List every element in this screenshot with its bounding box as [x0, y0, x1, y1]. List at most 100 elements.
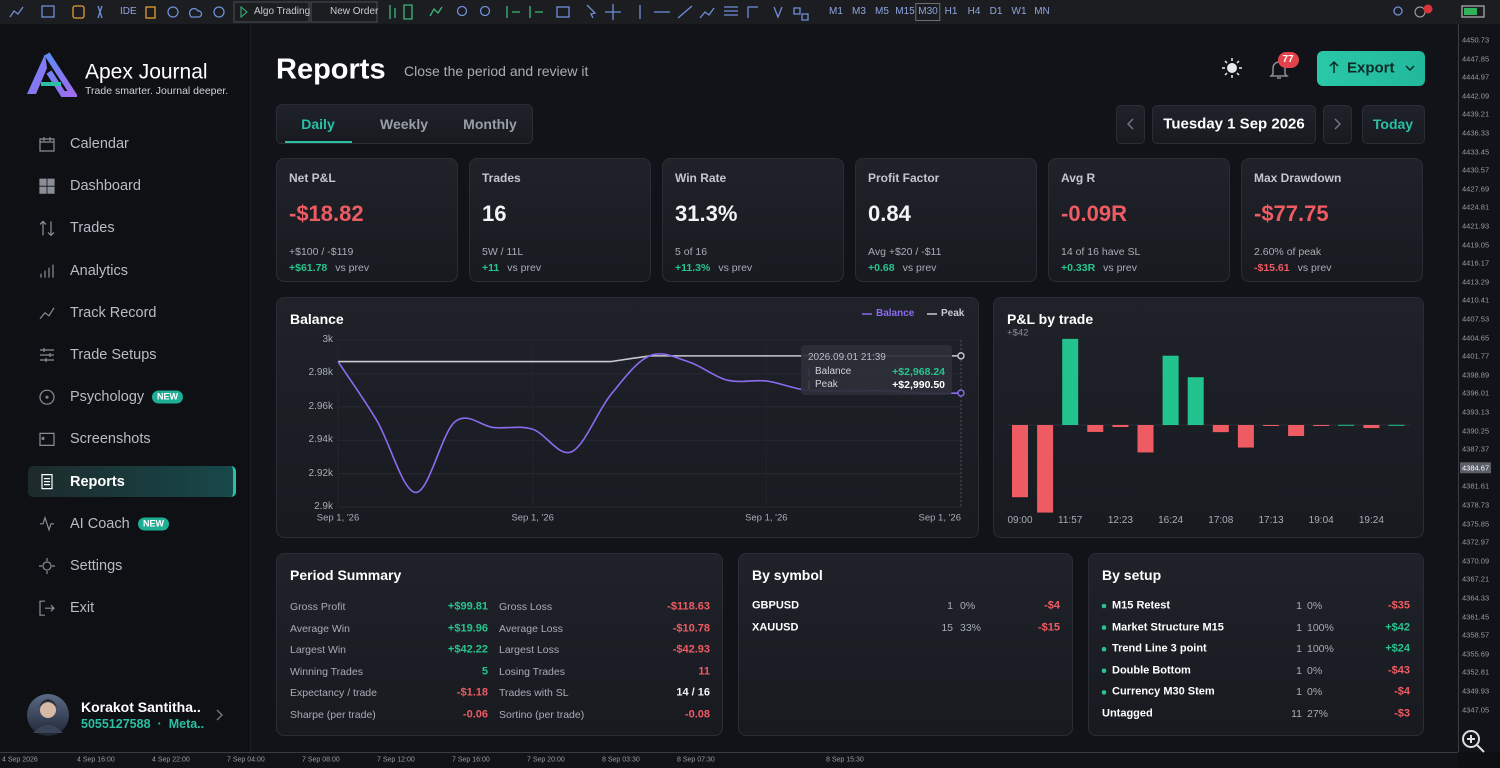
icon-chart-types[interactable]: [389, 4, 443, 20]
nav-item[interactable]: Trades: [70, 220, 115, 237]
x-tick-label: Sep 1, '26: [745, 512, 788, 524]
symbol-pnl: -$4: [1044, 599, 1060, 612]
sun-rays: [1222, 58, 1242, 78]
kpi-label: Profit Factor: [868, 171, 940, 185]
timeframe[interactable]: M3: [852, 6, 866, 17]
time-label: 7 Sep 16:00: [452, 756, 490, 764]
icon-money[interactable]: [72, 5, 85, 19]
algo-trading[interactable]: Algo Trading: [254, 6, 311, 17]
nav-item[interactable]: Exit: [70, 599, 95, 616]
x-tick-label: Sep 1, '26: [316, 512, 360, 524]
price-label: 4361.45: [1462, 611, 1490, 621]
icon-template[interactable]: [41, 5, 55, 18]
kpi-compare: vs prev: [335, 261, 370, 274]
date-box[interactable]: [1152, 105, 1316, 144]
icon-alerts[interactable]: [1414, 6, 1426, 18]
setup-pnl: -$4: [1394, 685, 1410, 698]
zoom-icon[interactable]: [1458, 726, 1488, 756]
tooltip-value: +$2,990.50: [892, 378, 945, 391]
kpi-delta-row: -$15.61 vs prev: [1254, 263, 1331, 274]
icon-zoom-in[interactable]: [456, 5, 468, 17]
icon-web[interactable]: [213, 6, 225, 18]
setup-share: 0%: [1307, 664, 1323, 677]
kpi-delta-row: +11.3% vs prev: [675, 263, 752, 274]
timeframe[interactable]: M15: [895, 6, 915, 17]
nav-item[interactable]: Dashboard: [70, 177, 141, 194]
avatar[interactable]: [26, 693, 70, 737]
summary-label: Expectancy / trade: [290, 687, 377, 700]
export-label[interactable]: Export: [1347, 59, 1395, 77]
price-label: 4419.05: [1462, 239, 1490, 249]
timeframe[interactable]: M30: [915, 3, 941, 21]
timeframe[interactable]: H4: [967, 6, 981, 17]
summary-value: -$118.63: [667, 600, 710, 613]
notification-badge: [1278, 52, 1299, 68]
nav-item[interactable]: Calendar: [70, 135, 129, 152]
timeframe[interactable]: D1: [989, 6, 1003, 17]
nav-item[interactable]: Psychology: [70, 388, 145, 405]
today-label[interactable]: Today: [1372, 116, 1414, 132]
nav-item[interactable]: Screenshots: [70, 431, 151, 448]
setup-share: 0%: [1307, 686, 1323, 699]
price-label: 4378.73: [1462, 500, 1490, 510]
new-order[interactable]: New Order: [330, 6, 379, 17]
timeframe[interactable]: M1: [829, 6, 843, 17]
legend-label: Balance: [876, 308, 915, 319]
timeframe[interactable]: M5: [875, 6, 889, 17]
icon-signal[interactable]: [167, 6, 179, 18]
nav-item[interactable]: Analytics: [70, 262, 129, 279]
icon-zoom-out[interactable]: [479, 5, 491, 17]
logo-left: [27, 54, 47, 94]
theme-toggle[interactable]: [1220, 56, 1244, 80]
price-label: 4401.77: [1462, 351, 1490, 361]
price-label: 4433.45: [1462, 146, 1490, 156]
price-label: 4424.81: [1462, 202, 1490, 212]
nav-item[interactable]: Settings: [70, 557, 123, 574]
icon-drawing-tools[interactable]: [586, 4, 809, 21]
nav-item[interactable]: Track Record: [70, 304, 157, 321]
icon-scroll[interactable]: [506, 6, 543, 18]
pnl-card: [993, 297, 1424, 538]
nav-item[interactable]: Trade Setups: [70, 346, 157, 363]
time-label: 4 Sep 22:00: [152, 756, 190, 764]
kpi-compare: vs prev: [1103, 261, 1137, 274]
icon-screenshot[interactable]: [556, 6, 570, 18]
sidebar: [0, 24, 251, 752]
icon-bag[interactable]: [145, 6, 156, 19]
timeframe[interactable]: MN: [1034, 6, 1050, 17]
x-tick-label: 19:24: [1358, 515, 1384, 526]
x-tick-label: 17:08: [1208, 515, 1234, 526]
prev-day[interactable]: [1116, 105, 1145, 144]
symbol-card: [738, 553, 1073, 736]
icon-cloud[interactable]: [188, 7, 203, 18]
next-day[interactable]: [1323, 105, 1352, 144]
setup-count: 11: [1291, 707, 1302, 720]
kpi-card: [855, 158, 1037, 282]
time-label: 7 Sep 12:00: [377, 756, 415, 764]
ide-button[interactable]: IDE: [120, 6, 137, 17]
user-chevron[interactable]: [215, 708, 225, 722]
order-box[interactable]: [310, 1, 378, 23]
page-title: Reports: [276, 53, 386, 86]
timeframe[interactable]: W1: [1011, 6, 1027, 17]
tab[interactable]: Weekly: [380, 116, 428, 132]
tab[interactable]: Daily: [301, 116, 335, 132]
setup-count: 1: [1296, 642, 1302, 655]
tab[interactable]: Monthly: [463, 116, 517, 132]
nav-item[interactable]: AI Coach: [70, 515, 130, 532]
icon-chart[interactable]: [9, 6, 24, 18]
algo-box[interactable]: [233, 1, 310, 23]
chart-title: Balance: [290, 311, 344, 327]
user-account-line: 5055127588 · Meta..: [81, 718, 204, 731]
icon-tools[interactable]: [97, 5, 103, 19]
timeframe[interactable]: H1: [944, 6, 958, 17]
time-label: 7 Sep 04:00: [227, 756, 265, 764]
x-tick-label: 17:13: [1258, 515, 1284, 526]
export-button[interactable]: [1317, 51, 1425, 86]
nav-item[interactable]: Reports: [70, 473, 125, 490]
x-tick-label: 09:00: [1007, 515, 1033, 526]
today-button[interactable]: [1362, 105, 1425, 144]
icon-search[interactable]: [1393, 6, 1403, 16]
summary-label: Gross Profit: [290, 600, 346, 613]
kpi-compare: vs prev: [902, 261, 937, 274]
